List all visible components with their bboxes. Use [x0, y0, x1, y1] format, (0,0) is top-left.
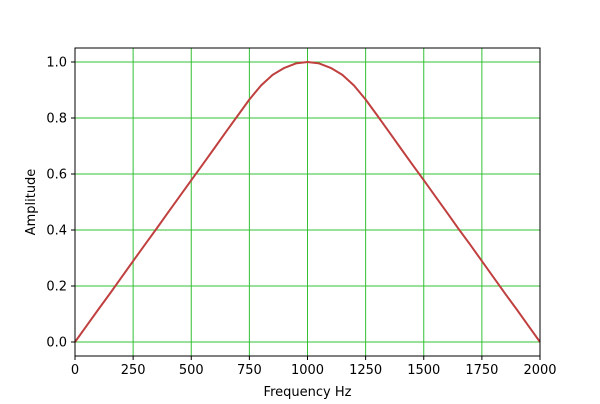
- y-axis: 0.0 0.2 0.4 0.6 0.8 1.0: [46, 56, 75, 351]
- y-tick-label: 1.0: [46, 56, 67, 71]
- x-tick-label: 1000: [291, 363, 324, 378]
- series-line: [74, 61, 541, 343]
- x-axis-label: Frequency Hz: [264, 385, 352, 400]
- x-tick-label: 250: [121, 363, 146, 378]
- series: [74, 61, 541, 343]
- grid: [74, 48, 541, 356]
- y-tick-label: 0.4: [46, 224, 67, 239]
- y-axis-label: Amplitude: [24, 169, 39, 236]
- x-tick-label: 2000: [523, 363, 556, 378]
- x-tick-label: 500: [179, 363, 204, 378]
- y-tick-label: 0.2: [46, 280, 67, 295]
- x-tick-label: 1500: [407, 363, 440, 378]
- y-tick-label: 0.6: [46, 168, 67, 183]
- y-tick-label: 0.0: [46, 336, 67, 351]
- x-tick-label: 1250: [349, 363, 382, 378]
- x-axis: 0 250 500 750 1000 1250 1500 1750 2000: [71, 356, 557, 378]
- x-tick-label: 750: [237, 363, 262, 378]
- x-tick-label: 1750: [465, 363, 498, 378]
- y-tick-label: 0.8: [46, 112, 67, 127]
- x-tick-label: 0: [71, 363, 79, 378]
